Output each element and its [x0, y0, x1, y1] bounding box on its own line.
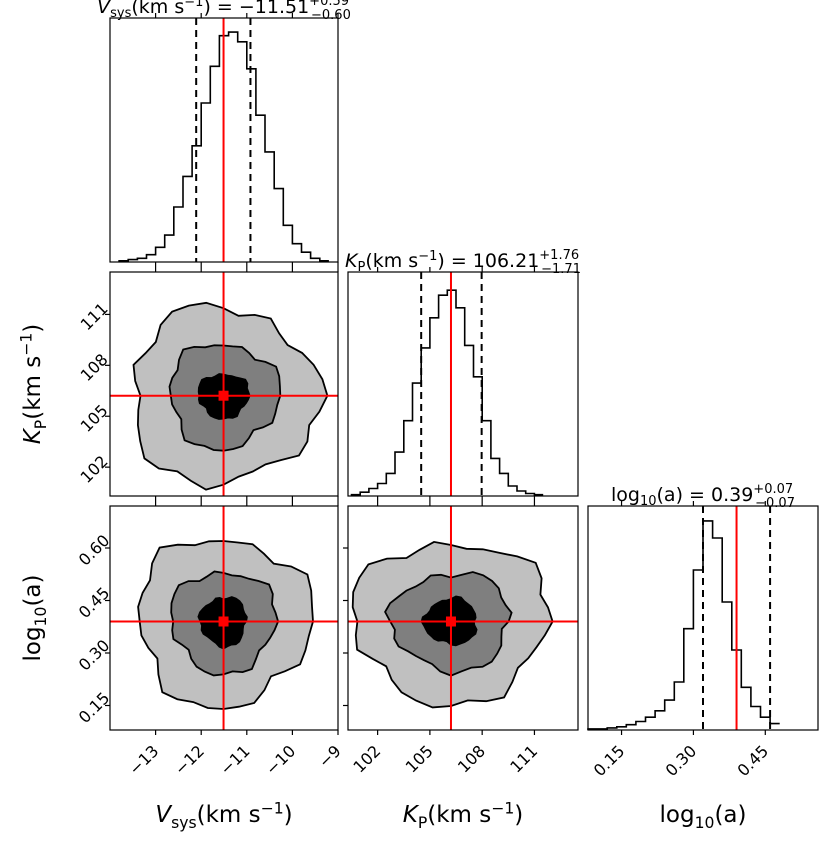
xtick-label-vsys-4: −9 [315, 741, 345, 771]
hist-title-kp-part-2: (km s [365, 250, 418, 272]
hist-title-vsys-part-0: V [97, 0, 112, 18]
hist-frame-vsys [109, 17, 339, 263]
xaxis-label-loga-part-2: (a) [714, 802, 746, 828]
xaxis-label-vsys-part-4: ) [284, 802, 293, 828]
xaxis-label-kp-part-1: P [418, 813, 427, 832]
contour-frame-kp-loga [347, 505, 579, 731]
ytick-label-kp-2: 108 [77, 350, 112, 385]
hist-title-vsys: Vsys(km s−1) = −11.51+0.59 −0.60 [97, 0, 351, 23]
ytick-label-loga-0: 0.15 [75, 688, 114, 727]
xaxis-label-loga: log10(a) [660, 802, 747, 832]
hist-title-loga-part-1: 10 [640, 494, 657, 509]
yaxis-label-kp-part-0: K [20, 427, 46, 444]
contour-frame-vsys-loga [109, 505, 339, 731]
yaxis-label-loga-part-1: 10 [31, 607, 50, 627]
contour-panel-vsys-kp [110, 272, 338, 496]
hist-steps-vsys [118, 31, 329, 262]
yaxis-label-loga-part-0: log [20, 626, 46, 661]
ytick-label-kp-1: 105 [77, 401, 112, 436]
hist-title-vsys-part-1: sys [110, 6, 131, 21]
yaxis-label-loga: log10(a) [20, 575, 50, 662]
xaxis-label-vsys-part-1: sys [171, 813, 197, 832]
hist-title-loga-part-0: log [611, 484, 640, 506]
xaxis-label-loga-part-1: 10 [695, 813, 715, 832]
hist-title-loga-part-3: = 0.39 [683, 484, 753, 506]
xtick-label-kp-2: 108 [454, 741, 489, 776]
contour-panel-kp-loga [348, 506, 578, 730]
hist-title-vsys-part-7: −0.60 [311, 8, 351, 23]
xaxis-label-vsys-part-2: (km s [197, 802, 261, 828]
hist-panel-vsys [118, 18, 329, 262]
hist-title-vsys-part-3: −1 [184, 0, 203, 10]
hist-steps-loga [587, 520, 780, 730]
yaxis-label-kp-part-4: ) [20, 324, 46, 333]
hist-title-loga-part-2: (a) [657, 484, 683, 506]
hist-title-vsys-part-5: = −11.51 [211, 0, 309, 18]
hist-title-kp-part-3: −1 [418, 249, 437, 264]
yaxis-label-kp-part-3: −1 [16, 333, 35, 356]
xtick-label-vsys-0: −13 [125, 741, 162, 778]
xaxis-label-kp-part-2: (km s [427, 802, 491, 828]
ytick-label-loga-1: 0.30 [75, 636, 114, 675]
truth-marker-kp-loga [445, 616, 456, 627]
ytick-label-kp-0: 102 [77, 452, 112, 487]
truth-marker-vsys-loga [218, 616, 229, 627]
hist-title-kp-part-4: ) [437, 250, 444, 272]
hist-title-kp-part-6: +1.76 [539, 248, 579, 263]
hist-title-kp: KP(km s−1) = 106.21+1.76 −1.71 [345, 248, 581, 277]
hist-frame-kp [347, 271, 579, 497]
hist-title-kp-part-7: −1.71 [541, 262, 581, 277]
xtick-label-loga-2: 0.45 [733, 741, 772, 780]
hist-title-vsys-part-6: +0.59 [309, 0, 349, 9]
ytick-label-kp-3: 111 [77, 299, 112, 334]
xaxis-label-kp-part-0: K [403, 802, 420, 828]
yaxis-label-kp-part-1: P [31, 420, 50, 429]
xaxis-label-vsys-part-0: V [155, 802, 173, 828]
xaxis-label-kp-part-4: ) [514, 802, 523, 828]
hist-title-kp-part-1: P [357, 260, 365, 275]
hist-title-loga-part-4: +0.07 [753, 482, 793, 497]
ytick-label-loga-3: 0.60 [75, 531, 114, 570]
xaxis-label-vsys: Vsys(km s−1) [155, 798, 292, 831]
ytick-label-loga-2: 0.45 [75, 583, 114, 622]
xtick-label-vsys-1: −12 [171, 741, 208, 778]
hist-panel-loga [587, 506, 780, 730]
hist-frame-loga [587, 505, 819, 731]
hist-title-vsys-part-4: ) [203, 0, 210, 18]
hist-title-loga: log10(a) = 0.39+0.07 −0.07 [611, 482, 795, 511]
hist-panel-kp [350, 272, 544, 496]
xtick-label-kp-3: 111 [506, 741, 541, 776]
xtick-label-vsys-3: −10 [262, 741, 299, 778]
xaxis-label-vsys-part-3: −1 [261, 798, 284, 817]
hist-title-loga-part-5: −0.07 [755, 496, 795, 511]
xaxis-label-kp-part-3: −1 [491, 798, 514, 817]
xtick-label-loga-1: 0.30 [662, 741, 701, 780]
hist-title-vsys-part-2: (km s [131, 0, 184, 18]
hist-steps-kp [350, 289, 544, 496]
truth-marker-vsys-kp [218, 390, 229, 401]
xtick-label-vsys-2: −11 [216, 741, 253, 778]
xtick-label-kp-0: 102 [349, 741, 384, 776]
yaxis-label-loga-part-2: (a) [20, 575, 46, 607]
xtick-label-loga-0: 0.15 [590, 741, 629, 780]
xaxis-label-kp: KP(km s−1) [403, 798, 524, 831]
contour-panel-vsys-loga [110, 506, 338, 730]
xtick-label-kp-1: 105 [402, 741, 437, 776]
contour-frame-vsys-kp [109, 271, 339, 497]
yaxis-label-kp: KP(km s−1) [16, 324, 49, 445]
yaxis-label-kp-part-2: (km s [20, 356, 46, 420]
xaxis-label-loga-part-0: log [660, 802, 695, 828]
hist-title-kp-part-0: K [345, 250, 359, 272]
hist-title-kp-part-5: = 106.21 [445, 250, 539, 272]
